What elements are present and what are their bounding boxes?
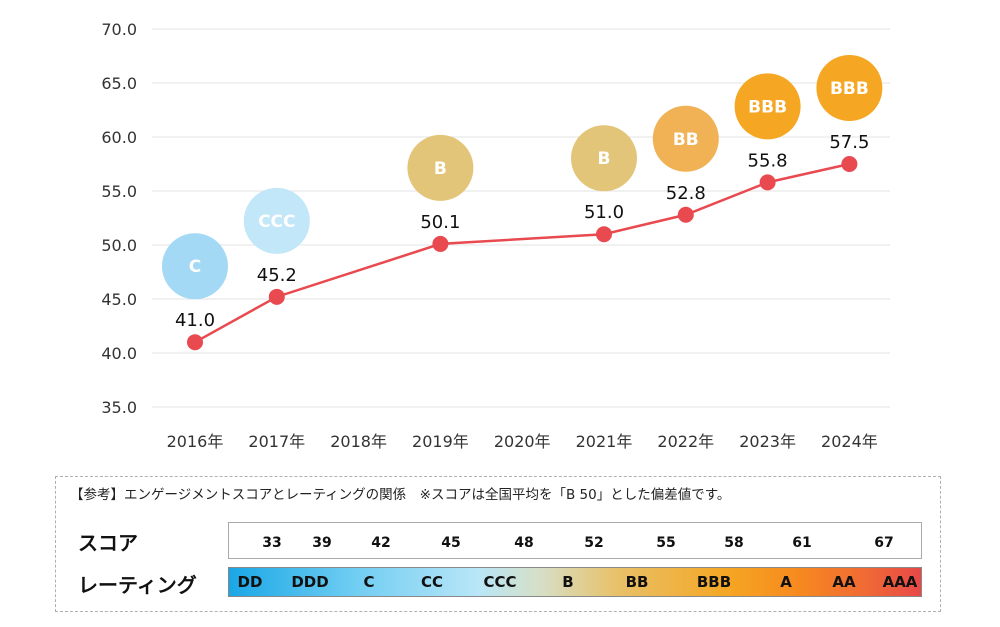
x-tick-label: 2021年	[576, 432, 633, 451]
data-label: 52.8	[666, 183, 706, 204]
rating-gradient-bar: DD DDD C CC CCC B BB BBB A AA AAA	[228, 567, 922, 597]
x-tick-label: 2022年	[657, 432, 714, 451]
rating-badge-label: B	[434, 159, 447, 179]
score-value: 45	[441, 535, 461, 551]
rating-value: CC	[420, 573, 444, 591]
rating-badge	[816, 55, 883, 121]
rating-value: AA	[832, 573, 856, 591]
rating-value: B	[562, 573, 574, 591]
rating-badge	[652, 105, 719, 172]
y-tick-label: 50.0	[101, 236, 137, 255]
y-tick-label: 55.0	[101, 182, 137, 201]
data-label: 45.2	[257, 265, 297, 286]
rating-row-label: レーティング	[78, 573, 197, 597]
rating-badge	[571, 125, 637, 192]
rating-badge-label: BBB	[830, 79, 869, 99]
rating-value: BBB	[696, 573, 732, 591]
rating-badge	[734, 73, 801, 140]
data-label: 55.8	[748, 150, 788, 171]
x-tick-label: 2023年	[739, 432, 796, 451]
x-tick-label: 2016年	[167, 432, 224, 451]
score-value: 67	[874, 535, 894, 551]
data-point	[268, 288, 285, 305]
rating-value: DDD	[291, 573, 329, 591]
y-tick-label: 60.0	[101, 128, 137, 147]
data-point	[596, 226, 612, 243]
data-label: 41.0	[175, 310, 215, 331]
data-label: 50.1	[420, 212, 460, 233]
y-tick-label: 70.0	[101, 20, 137, 39]
rating-value: C	[363, 573, 375, 591]
rating-badge	[407, 134, 474, 201]
data-point	[187, 334, 203, 351]
y-tick-label: 45.0	[101, 290, 137, 309]
y-tick-label: 65.0	[101, 74, 137, 93]
data-point	[432, 235, 449, 252]
data-point	[677, 206, 694, 223]
rating-value: BB	[625, 573, 649, 591]
x-tick-label: 2019年	[412, 432, 469, 451]
rating-badge	[243, 187, 310, 254]
x-tick-label: 2020年	[494, 432, 551, 451]
x-tick-label: 2024年	[821, 432, 878, 451]
rating-badge-label: BBB	[748, 97, 787, 117]
data-point	[841, 156, 858, 172]
x-tick-label: 2018年	[330, 432, 387, 451]
rating-badge-label: C	[189, 257, 201, 277]
legend-note: 【参考】エンゲージメントスコアとレーティングの関係 ※スコアは全国平均を「B 5…	[70, 487, 731, 503]
score-row-label: スコア	[78, 531, 138, 555]
y-tick-label: 35.0	[101, 398, 137, 417]
rating-badge-label: BB	[673, 130, 699, 150]
rating-badge-label: CCC	[258, 212, 295, 232]
data-point	[759, 174, 776, 191]
line-chart: 35.0 40.0 45.0 50.0 55.0 60.0 65.0 70.0 2016年 201…	[101, 20, 890, 451]
score-value: 48	[514, 535, 534, 551]
rating-badge	[162, 233, 228, 300]
score-value: 42	[371, 535, 391, 551]
score-value: 33	[262, 535, 282, 551]
score-value: 58	[724, 535, 744, 551]
score-scale: 33 39 42 45 48 52 55 58 61 67	[228, 522, 922, 559]
rating-value: DD	[237, 573, 263, 591]
y-tick-label: 40.0	[101, 344, 137, 363]
score-value: 39	[312, 535, 332, 551]
rating-value: AAA	[882, 573, 918, 591]
rating-value: A	[780, 573, 792, 591]
score-value: 61	[792, 535, 812, 551]
rating-value: CCC	[483, 573, 517, 591]
score-value: 52	[584, 535, 604, 551]
score-value: 55	[656, 535, 676, 551]
rating-legend-box	[55, 476, 941, 612]
rating-badge-label: B	[598, 149, 611, 169]
x-tick-label: 2017年	[248, 432, 305, 451]
data-label: 51.0	[584, 202, 624, 223]
data-label: 57.5	[829, 132, 869, 153]
